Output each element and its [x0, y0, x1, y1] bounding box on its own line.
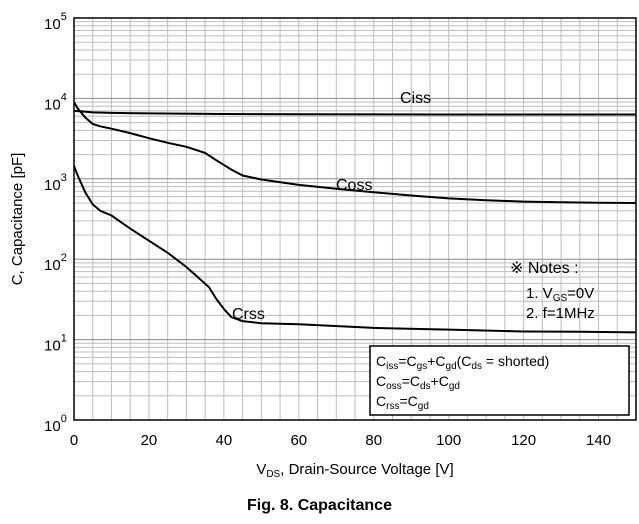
notes-title: ※ Notes :	[510, 260, 579, 277]
y-tick-labels: 100 101 102 103 104 105	[44, 11, 67, 435]
coss-curve	[73, 101, 637, 204]
x-tick-label: 60	[290, 432, 307, 449]
y-axis-label: C, Capacitance [pF]	[9, 153, 26, 286]
formula-coss: Coss=Cds+Cgd	[376, 373, 460, 392]
formula-box	[369, 345, 630, 416]
x-tick-label: 80	[365, 432, 382, 449]
figure-caption: Fig. 8. Capacitance	[247, 497, 392, 514]
note-1: 1. VGS=0V	[526, 285, 594, 304]
series-label-coss: Coss	[336, 177, 372, 194]
x-tick-label: 20	[141, 432, 158, 449]
y-tick-label: 105	[44, 11, 67, 33]
x-tick-label: 0	[70, 432, 78, 449]
formula-ciss: Ciss=Cgs+Cgd(Cds = shorted)	[376, 353, 549, 372]
x-tick-label: 40	[216, 432, 233, 449]
ciss-curve	[73, 109, 636, 116]
series-label-ciss: Ciss	[400, 90, 431, 107]
capacitance-chart: 0 20 40 60 80 100 120 140 100 101 102 103 104 105 Ci…	[9, 11, 637, 480]
y-tick-label: 100	[44, 413, 67, 435]
plot-frame	[73, 17, 637, 421]
x-tick-label: 100	[436, 432, 461, 449]
curves	[73, 101, 637, 334]
crss-curve	[73, 165, 637, 334]
y-tick-label: 103	[44, 172, 67, 194]
y-tick-label: 104	[44, 91, 67, 113]
y-tick-label: 101	[44, 333, 67, 355]
x-tick-labels: 0 20 40 60 80 100 120 140	[70, 432, 611, 449]
y-tick-label: 102	[44, 252, 67, 274]
x-axis-label: VDS, Drain-Source Voltage [V]	[256, 461, 453, 480]
x-tick-label: 140	[586, 432, 611, 449]
note-2: 2. f=1MHz	[526, 305, 595, 322]
series-label-crss: Crss	[232, 306, 265, 323]
formula-crss: Crss=Cgd	[376, 393, 429, 412]
x-tick-label: 120	[511, 432, 536, 449]
